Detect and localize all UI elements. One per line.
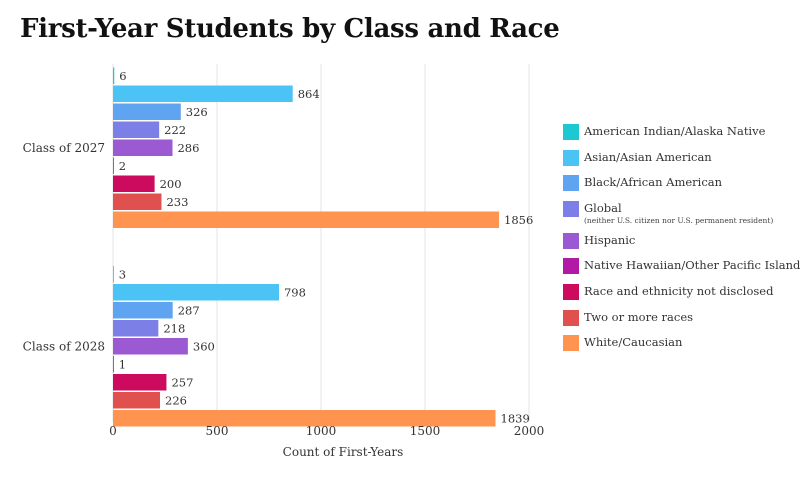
bar-value-label: 6 (119, 69, 126, 83)
bar-value-label: 360 (193, 339, 215, 353)
bar (113, 266, 114, 283)
bar (113, 103, 181, 120)
bar (113, 392, 161, 409)
bar (113, 410, 496, 427)
legend-label: White/Caucasian (584, 335, 683, 350)
x-tick-label: 2000 (514, 424, 545, 438)
bar-value-label: 798 (284, 285, 306, 299)
legend-label: Race and ethnicity not disclosed (584, 283, 774, 298)
bar-value-label: 218 (163, 321, 185, 335)
legend-swatch (563, 283, 579, 300)
bar-value-label: 326 (186, 105, 208, 119)
bar-value-label: 1856 (504, 213, 533, 227)
legend-swatch (563, 124, 579, 140)
x-tick-label: 500 (206, 424, 229, 438)
legend-swatch (563, 309, 579, 326)
bar (113, 320, 159, 337)
legend-note: (neither U.S. citizen nor U.S. permanent… (584, 215, 774, 225)
bar-value-label: 226 (165, 393, 187, 407)
bar-value-label: 257 (171, 375, 193, 389)
bar-value-label: 3 (119, 267, 126, 281)
bar (113, 139, 173, 156)
grid-lines (112, 64, 530, 422)
legend-label: Native Hawaiian/Other Pacific Islander (584, 258, 800, 273)
bar (113, 284, 279, 301)
legend-item: White/Caucasian (563, 331, 795, 357)
bar (113, 211, 500, 228)
legend-item: Global (neither U.S. citizen nor U.S. per… (563, 197, 795, 229)
y-axis: Class of 2027 Class of 2028 (23, 141, 105, 354)
bar (113, 121, 160, 138)
category-label: Class of 2027 (23, 141, 105, 155)
bar (113, 67, 115, 84)
legend-label: Hispanic (584, 232, 636, 247)
bar (113, 374, 167, 391)
legend-label: Asian/Asian American (584, 149, 712, 164)
legend: American Indian/Alaska Native Asian/Asian… (563, 120, 800, 357)
bar-value-label: 200 (160, 177, 182, 191)
legend-item: Hispanic (563, 229, 795, 255)
category-label: Class of 2028 (23, 339, 105, 353)
x-axis-title: Count of First-Years (283, 445, 404, 459)
legend-swatch (563, 200, 579, 217)
legend-swatch (563, 175, 579, 192)
legend-swatch (563, 232, 579, 249)
legend-item: American Indian/Alaska Native (563, 120, 795, 146)
chart-title: First-Year Students by Class and Race (20, 14, 560, 44)
legend-label: American Indian/Alaska Native (584, 124, 766, 138)
bar-series (113, 67, 500, 427)
bar (113, 356, 114, 373)
legend-item: Native Hawaiian/Other Pacific Islander (563, 254, 800, 280)
bar-value-label: 233 (166, 195, 188, 209)
bar-value-label: 864 (298, 87, 320, 101)
bar (113, 175, 155, 192)
legend-item: Black/African American (563, 171, 795, 197)
bar-value-label: 287 (178, 303, 200, 317)
legend-label: Global (584, 200, 622, 215)
bar (113, 338, 188, 355)
bar (113, 193, 162, 210)
bar-value-label: 286 (177, 141, 199, 155)
bar-value-label: 222 (164, 123, 186, 137)
x-tick-label: 0 (109, 424, 117, 438)
legend-item: Asian/Asian American (563, 146, 795, 172)
bar-value-label: 1 (119, 357, 126, 371)
x-axis: 0 500 1000 1500 2000 (109, 424, 544, 438)
legend-swatch (563, 335, 579, 352)
legend-item: Race and ethnicity not disclosed (563, 280, 795, 306)
bar-value-label: 1839 (501, 411, 530, 425)
legend-swatch (563, 258, 579, 275)
legend-label: Two or more races (584, 309, 694, 324)
bar (113, 157, 114, 174)
bar (113, 302, 173, 319)
legend-swatch (563, 149, 579, 166)
x-tick-label: 1500 (410, 424, 441, 438)
legend-item: Two or more races (563, 306, 795, 332)
bar-value-label: 2 (119, 159, 126, 173)
bar (113, 85, 293, 102)
x-tick-label: 1000 (306, 424, 337, 438)
legend-label: Black/African American (584, 175, 723, 190)
